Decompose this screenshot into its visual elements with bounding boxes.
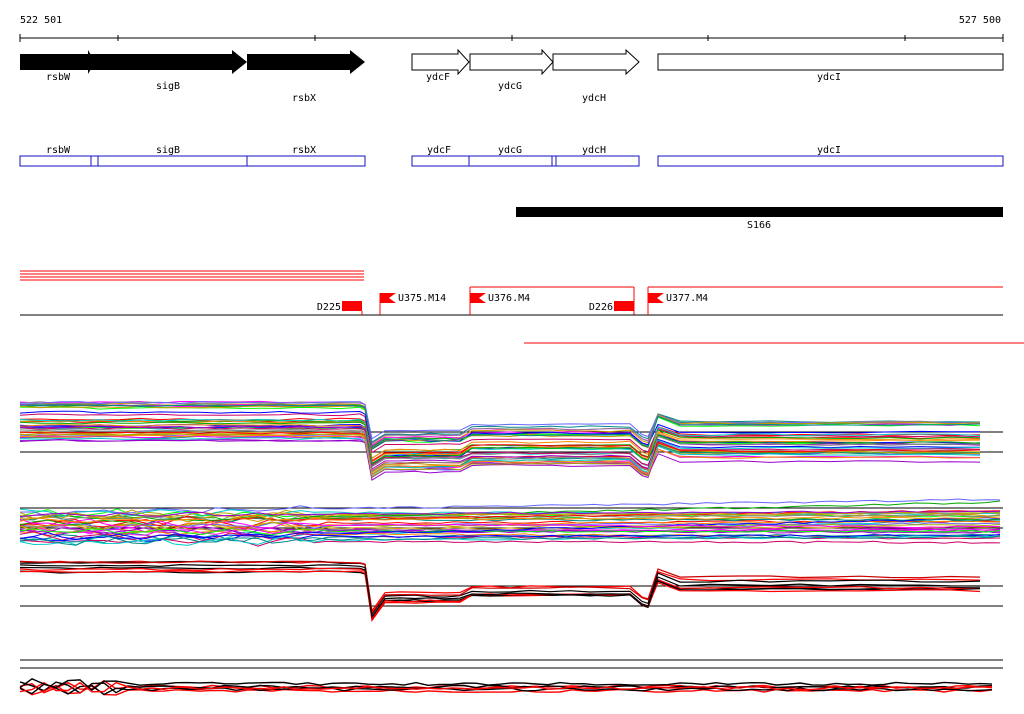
cds-box-ydci[interactable] — [657, 155, 1004, 167]
expression-trace — [19, 404, 981, 449]
ruler-start-label: 522 501 — [20, 15, 62, 26]
gene-label-ydch: ydcH — [582, 93, 606, 104]
gene-arrow-rsbx[interactable] — [247, 50, 365, 74]
gene-arrow-ydch[interactable] — [552, 48, 640, 76]
expression-trace — [19, 418, 981, 463]
marker-label-u377: U377.M4 — [666, 293, 708, 304]
cds-label-ydcf: ydcF — [427, 145, 451, 156]
cds-box-rsbw[interactable] — [19, 155, 92, 167]
expression-trace — [19, 532, 1001, 542]
expression-trace — [19, 681, 993, 693]
expression-trace — [19, 401, 981, 440]
marker-block-d225[interactable] — [342, 301, 362, 311]
cds-label-ydcg: ydcG — [498, 145, 522, 156]
expression-trace — [19, 524, 1001, 534]
cds-label-ydch: ydcH — [582, 145, 606, 156]
cds-label-rsbw: rsbW — [46, 145, 71, 156]
gene-arrow-sigb[interactable] — [90, 50, 247, 74]
gene-track: rsbW sigB rsbX ydcF ydcG ydcH ydcI — [20, 48, 1004, 104]
expression-trace — [19, 518, 1001, 529]
gene-arrow-rsbw[interactable] — [20, 50, 95, 74]
marker-flag-u375[interactable] — [380, 293, 396, 303]
gene-label-ydci: ydcI — [817, 72, 841, 83]
expression-trace — [19, 537, 1001, 547]
expression-trace — [19, 426, 981, 468]
expression-trace — [19, 510, 1001, 518]
marker-label-u376: U376.M4 — [488, 293, 530, 304]
gene-label-ydcf: ydcF — [426, 72, 450, 83]
expression-trace — [19, 534, 1001, 546]
expression-trace — [19, 438, 981, 478]
cds-box-spacer — [551, 155, 557, 167]
gene-label-rsbx: rsbX — [292, 93, 316, 104]
expression-trace — [19, 424, 981, 463]
gene-box-ydci[interactable] — [657, 53, 1004, 71]
marker-flag-u376[interactable] — [470, 293, 486, 303]
expression-panel-2 — [19, 498, 1003, 547]
gene-arrow-ydcg[interactable] — [469, 48, 554, 76]
feature-bar-s166[interactable] — [516, 207, 1003, 217]
expression-trace — [19, 417, 981, 462]
cds-box-ydch[interactable] — [555, 155, 640, 167]
cds-label-sigb: sigB — [156, 145, 180, 156]
ruler-end-label: 527 500 — [959, 15, 1001, 26]
expression-trace — [19, 513, 1001, 523]
marker-flag-u377[interactable] — [648, 293, 664, 303]
expression-trace — [19, 435, 981, 475]
expression-trace — [20, 560, 981, 616]
expression-trace — [19, 563, 981, 619]
expression-trace — [19, 570, 981, 623]
marker-label-d225: D225 — [317, 302, 341, 313]
marker-track: D225 U375.M14 U376.M4 D226 U377.M4 — [20, 270, 1024, 344]
expression-trace — [19, 421, 981, 465]
expression-trace — [19, 517, 1001, 542]
cds-label-rsbx: rsbX — [292, 145, 316, 156]
cds-box-spacer — [90, 155, 99, 167]
expression-trace — [19, 498, 1001, 518]
gene-label-sigb: sigB — [156, 81, 180, 92]
cds-box-ydcf[interactable] — [411, 155, 470, 167]
cds-label-ydci: ydcI — [817, 145, 841, 156]
cds-box-rsbx[interactable] — [246, 155, 366, 167]
cds-track: rsbW sigB rsbX ydcF ydcG ydcH ydcI — [19, 145, 1004, 167]
expression-panel-1 — [19, 400, 1003, 481]
expression-trace — [19, 413, 981, 454]
expression-trace — [19, 683, 993, 696]
expression-trace — [19, 428, 981, 473]
feature-track: S166 — [516, 207, 1003, 231]
expression-trace — [19, 427, 981, 467]
red-transcript-lines — [20, 270, 1024, 344]
expression-trace — [19, 560, 981, 615]
gene-arrow-ydcf[interactable] — [411, 48, 470, 76]
expression-trace — [19, 514, 1001, 525]
expression-trace — [19, 434, 981, 476]
expression-panel-3 — [19, 560, 1003, 623]
feature-label-s166: S166 — [747, 220, 771, 231]
coordinate-ruler: 522 501 527 500 — [19, 15, 1004, 42]
gene-label-rsbw: rsbW — [46, 72, 71, 83]
gene-label-ydcg: ydcG — [498, 81, 522, 92]
marker-label-u375: U375.M14 — [398, 293, 446, 304]
expression-panel-4 — [19, 659, 1003, 696]
cds-box-ydcg[interactable] — [468, 155, 553, 167]
marker-block-d226[interactable] — [614, 301, 634, 311]
marker-label-d226: D226 — [589, 302, 613, 313]
expression-trace — [19, 509, 1001, 520]
cds-box-sigb[interactable] — [97, 155, 248, 167]
expression-trace — [19, 521, 1001, 531]
expression-trace — [19, 437, 981, 476]
expression-trace — [19, 677, 993, 691]
expression-trace — [19, 567, 981, 621]
expression-trace — [19, 435, 981, 476]
expression-trace — [19, 566, 981, 621]
